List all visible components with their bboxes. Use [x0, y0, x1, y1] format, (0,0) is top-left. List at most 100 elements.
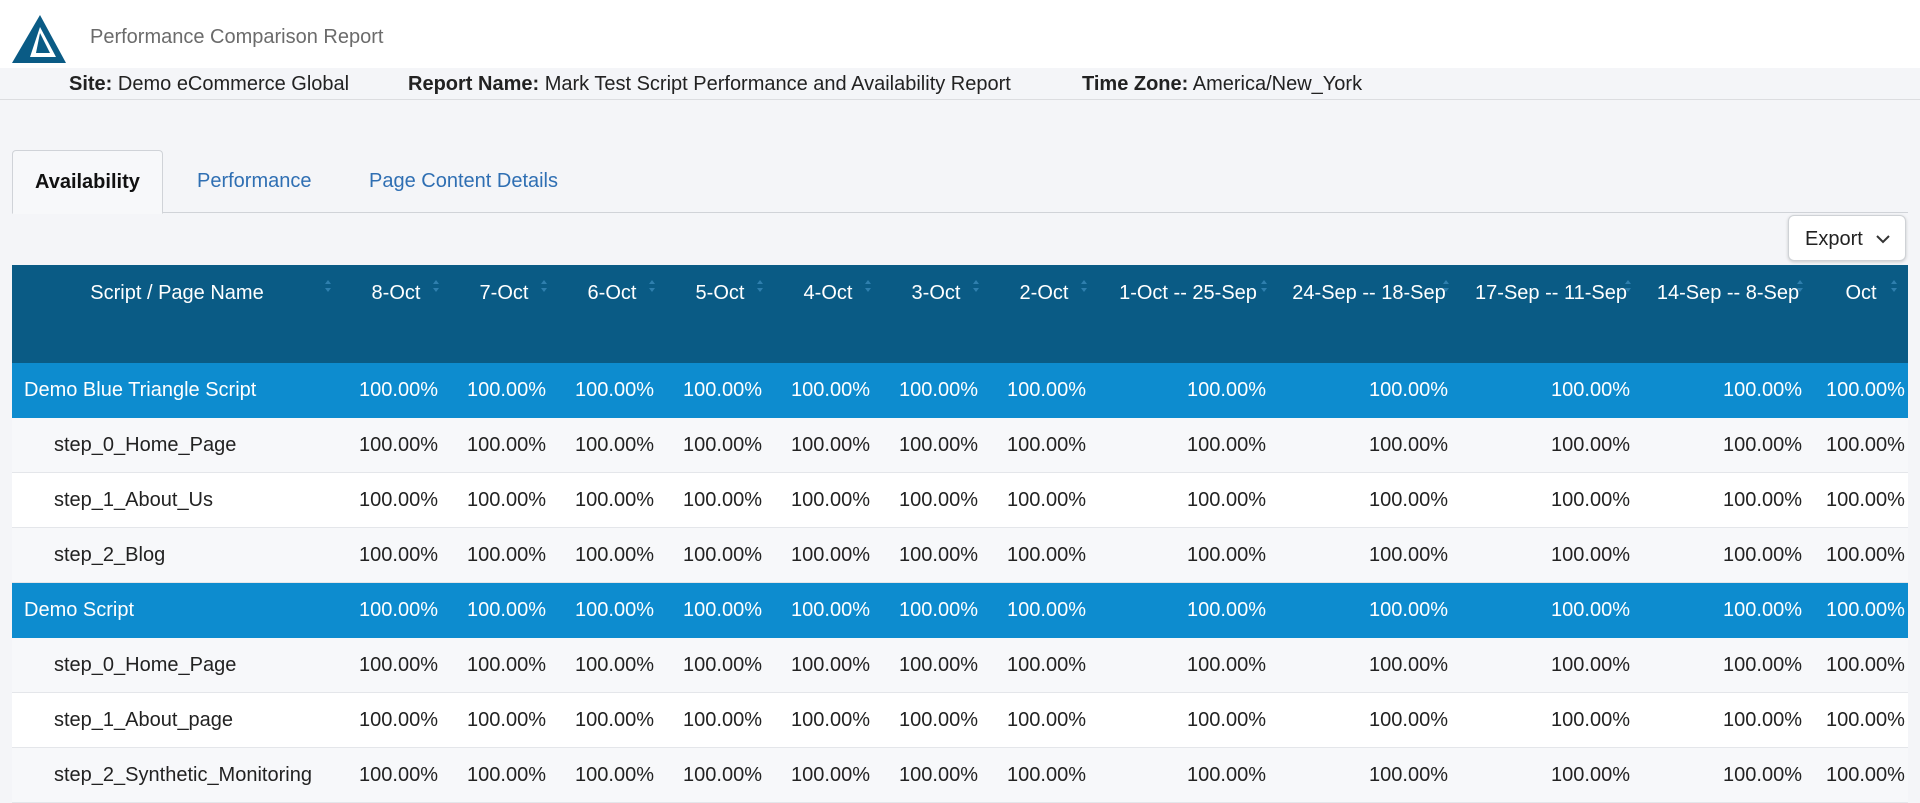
- availability-cell: 100.00%: [450, 582, 558, 638]
- availability-cell: 100.00%: [1814, 472, 1908, 528]
- page-step-row[interactable]: step_0_Home_Page 100.00% 100.00% 100.00% 100…: [12, 417, 1908, 473]
- availability-cell: 100.00%: [1460, 692, 1642, 748]
- column-header[interactable]: 8-Oct: [342, 265, 450, 363]
- availability-cell: 100.00%: [990, 747, 1098, 803]
- column-header[interactable]: 7-Oct: [450, 265, 558, 363]
- sort-icon[interactable]: [540, 279, 548, 293]
- availability-cell: 100.00%: [1814, 582, 1908, 638]
- sort-icon[interactable]: [324, 279, 332, 293]
- availability-cell: 100.00%: [558, 527, 666, 583]
- chevron-down-icon: [1876, 235, 1890, 244]
- availability-cell: 100.00%: [774, 363, 882, 418]
- sort-icon[interactable]: [648, 279, 656, 293]
- availability-cell: 100.00%: [450, 692, 558, 748]
- availability-cell: 100.00%: [558, 747, 666, 803]
- sort-icon[interactable]: [1442, 279, 1450, 293]
- availability-cell: 100.00%: [1460, 582, 1642, 638]
- availability-cell: 100.00%: [1814, 747, 1908, 803]
- sort-icon[interactable]: [972, 279, 980, 293]
- availability-cell: 100.00%: [558, 363, 666, 418]
- column-header[interactable]: 3-Oct: [882, 265, 990, 363]
- availability-cell: 100.00%: [1642, 747, 1814, 803]
- availability-cell: 100.00%: [1278, 527, 1460, 583]
- script-name-cell: Demo Blue Triangle Script: [12, 363, 342, 418]
- availability-cell: 100.00%: [1460, 417, 1642, 473]
- column-header-label: 5-Oct: [695, 282, 745, 304]
- availability-cell: 100.00%: [450, 747, 558, 803]
- tab-availability[interactable]: Availability: [12, 150, 163, 214]
- column-header[interactable]: 2-Oct: [990, 265, 1098, 363]
- availability-cell: 100.00%: [1814, 417, 1908, 473]
- availability-cell: 100.00%: [882, 747, 990, 803]
- availability-cell: 100.00%: [990, 527, 1098, 583]
- availability-cell: 100.00%: [1642, 472, 1814, 528]
- availability-cell: 100.00%: [666, 747, 774, 803]
- column-header-label: 2-Oct: [1019, 282, 1069, 304]
- column-header[interactable]: 6-Oct: [558, 265, 666, 363]
- sort-icon[interactable]: [864, 279, 872, 293]
- table-header-row: Script / Page Name 8-Oct 7-Oct 6-Oct 5-Oct 4-…: [12, 265, 1908, 363]
- availability-cell: 100.00%: [342, 637, 450, 693]
- export-button[interactable]: Export: [1788, 215, 1906, 261]
- availability-cell: 100.00%: [1098, 363, 1278, 418]
- availability-cell: 100.00%: [450, 472, 558, 528]
- availability-cell: 100.00%: [882, 692, 990, 748]
- script-group-row[interactable]: Demo Script 100.00% 100.00% 100.00% 100.00% 1…: [12, 582, 1908, 638]
- page-name-cell: step_2_Blog: [12, 527, 342, 583]
- availability-cell: 100.00%: [342, 472, 450, 528]
- availability-cell: 100.00%: [990, 472, 1098, 528]
- availability-cell: 100.00%: [1814, 692, 1908, 748]
- availability-cell: 100.00%: [882, 363, 990, 418]
- availability-cell: 100.00%: [774, 527, 882, 583]
- availability-cell: 100.00%: [990, 582, 1098, 638]
- site-info: Site: Demo eCommerce Global: [69, 73, 349, 96]
- column-header[interactable]: 24-Sep -- 18-Sep: [1278, 265, 1460, 363]
- column-header-label: 4-Oct: [803, 282, 853, 304]
- time-zone-label: Time Zone:: [1082, 73, 1189, 95]
- sort-icon[interactable]: [1260, 279, 1268, 293]
- availability-cell: 100.00%: [1278, 637, 1460, 693]
- availability-cell: 100.00%: [342, 363, 450, 418]
- column-header-name[interactable]: Script / Page Name: [12, 265, 342, 363]
- sort-icon[interactable]: [1890, 279, 1898, 293]
- availability-cell: 100.00%: [450, 363, 558, 418]
- tab-page-content-details[interactable]: Page Content Details: [369, 170, 559, 192]
- availability-cell: 100.00%: [1098, 747, 1278, 803]
- availability-cell: 100.00%: [558, 582, 666, 638]
- column-header[interactable]: 14-Sep -- 8-Sep: [1642, 265, 1814, 363]
- availability-cell: 100.00%: [1098, 472, 1278, 528]
- script-group-row[interactable]: Demo Blue Triangle Script 100.00% 100.00% 1…: [12, 363, 1908, 418]
- availability-cell: 100.00%: [666, 637, 774, 693]
- sort-icon[interactable]: [1796, 279, 1804, 293]
- availability-cell: 100.00%: [342, 582, 450, 638]
- column-header-label: 7-Oct: [479, 282, 529, 304]
- column-header[interactable]: 5-Oct: [666, 265, 774, 363]
- availability-cell: 100.00%: [882, 527, 990, 583]
- column-header[interactable]: Oct: [1814, 265, 1908, 363]
- availability-cell: 100.00%: [342, 527, 450, 583]
- sort-icon[interactable]: [1624, 279, 1632, 293]
- column-header-label: 24-Sep -- 18-Sep: [1292, 282, 1446, 304]
- page-step-row[interactable]: step_2_Synthetic_Monitoring 100.00% 100.00…: [12, 747, 1908, 803]
- sort-icon[interactable]: [432, 279, 440, 293]
- sort-icon[interactable]: [1080, 279, 1088, 293]
- column-header[interactable]: 1-Oct -- 25-Sep: [1098, 265, 1278, 363]
- column-header[interactable]: 17-Sep -- 11-Sep: [1460, 265, 1642, 363]
- page-step-row[interactable]: step_1_About_page 100.00% 100.00% 100.00% 10…: [12, 692, 1908, 748]
- sort-icon[interactable]: [756, 279, 764, 293]
- page-step-row[interactable]: step_1_About_Us 100.00% 100.00% 100.00% 100.…: [12, 472, 1908, 528]
- availability-cell: 100.00%: [1642, 417, 1814, 473]
- availability-cell: 100.00%: [666, 472, 774, 528]
- availability-cell: 100.00%: [1098, 417, 1278, 473]
- tab-performance[interactable]: Performance: [197, 170, 312, 192]
- time-zone-info: Time Zone: America/New_York: [1082, 73, 1362, 96]
- availability-cell: 100.00%: [990, 692, 1098, 748]
- availability-cell: 100.00%: [1642, 582, 1814, 638]
- availability-cell: 100.00%: [1098, 637, 1278, 693]
- column-header[interactable]: 4-Oct: [774, 265, 882, 363]
- page-step-row[interactable]: step_0_Home_Page 100.00% 100.00% 100.00% 100…: [12, 637, 1908, 693]
- availability-table: Script / Page Name 8-Oct 7-Oct 6-Oct 5-Oct 4-…: [12, 265, 1908, 803]
- triangle-logo-icon: [12, 15, 66, 63]
- availability-cell: 100.00%: [1098, 692, 1278, 748]
- page-step-row[interactable]: step_2_Blog 100.00% 100.00% 100.00% 100.00% 1…: [12, 527, 1908, 583]
